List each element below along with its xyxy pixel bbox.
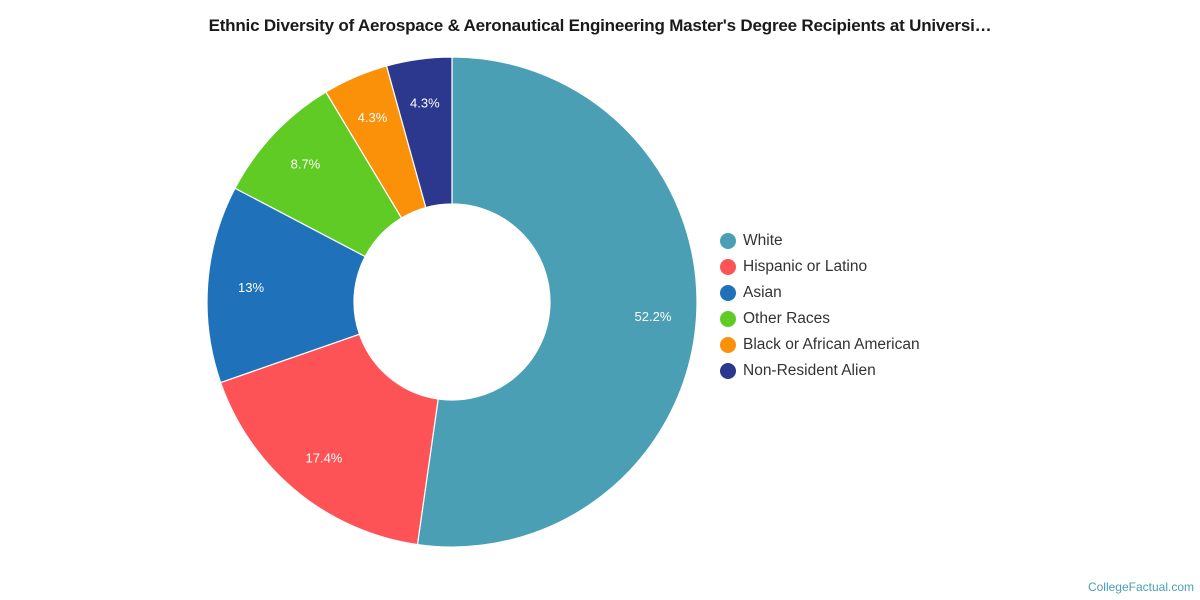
donut-slices <box>206 56 698 548</box>
legend-item-asian[interactable]: Asian <box>720 280 920 306</box>
legend-item-hispanic-or-latino[interactable]: Hispanic or Latino <box>720 254 920 280</box>
legend-item-white[interactable]: White <box>720 228 920 254</box>
legend-label: Non-Resident Alien <box>743 362 876 379</box>
slice-value-label: 8.7% <box>291 157 321 172</box>
legend-dot-icon <box>720 311 736 327</box>
legend-dot-icon <box>720 233 736 249</box>
legend-label: Black or African American <box>743 336 920 353</box>
credit-link[interactable]: CollegeFactual.com <box>1087 580 1194 594</box>
slice-value-label: 4.3% <box>410 95 440 110</box>
legend-dot-icon <box>720 285 736 301</box>
slice-asian[interactable] <box>206 187 367 384</box>
slice-labels: 52.2% 17.4% 13% 8.7% 4.3% 4.3% <box>238 95 672 465</box>
legend: White Hispanic or Latino Asian Other Rac… <box>720 228 920 384</box>
slice-hispanic-or-latino[interactable] <box>219 333 439 546</box>
legend-label: White <box>743 232 783 249</box>
slice-value-label: 17.4% <box>306 451 343 466</box>
legend-label: Asian <box>743 284 782 301</box>
legend-label: Other Races <box>743 310 831 327</box>
slice-white[interactable] <box>416 56 698 548</box>
slice-value-label: 52.2% <box>635 309 672 324</box>
legend-dot-icon <box>720 337 736 353</box>
chart-title: Ethnic Diversity of Aerospace & Aeronaut… <box>208 16 992 35</box>
legend-item-black-or-african-american[interactable]: Black or African American <box>720 332 920 358</box>
legend-dot-icon <box>720 363 736 379</box>
legend-item-other-races[interactable]: Other Races <box>720 306 920 332</box>
slice-value-label: 4.3% <box>358 110 388 125</box>
slice-non-resident-alien[interactable] <box>385 56 453 209</box>
legend-dot-icon <box>720 259 736 275</box>
legend-label: Hispanic or Latino <box>743 258 868 275</box>
slice-value-label: 13% <box>238 280 264 295</box>
legend-item-non-resident-alien[interactable]: Non-Resident Alien <box>720 358 920 384</box>
